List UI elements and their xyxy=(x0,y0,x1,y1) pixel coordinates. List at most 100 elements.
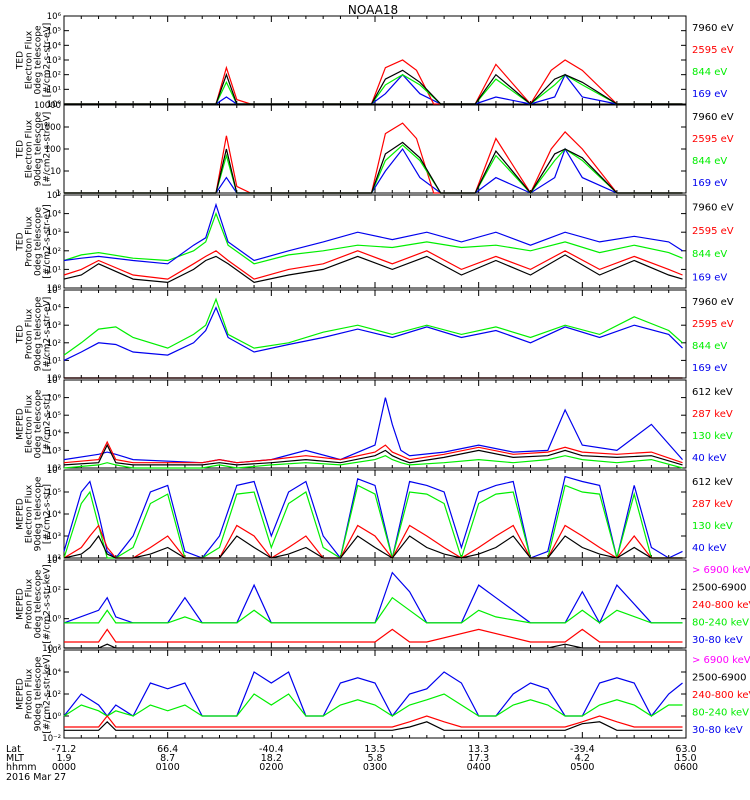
legend-entry: 2595 eV xyxy=(692,319,734,330)
footer-row-label: MLT xyxy=(6,753,24,764)
chart-footer: Lat -71.2 66.4 -40.4 13.5 13.3 -39.4 63.0 MLT 1.9… xyxy=(6,744,698,783)
y-axis-label: MEPEDElectron Flux0deg telescope[#/cm2-s… xyxy=(16,389,53,459)
y-tick-label: 10⁵ xyxy=(47,191,61,201)
y-tick-label: 10² xyxy=(47,71,61,81)
series-line-blue xyxy=(64,73,683,105)
legend-entry: 2500-6900 xyxy=(692,582,747,593)
panel-frame xyxy=(63,469,687,559)
series-line-red xyxy=(64,59,683,106)
y-tick-label: 10² xyxy=(47,339,61,349)
y-tick-label: 10³ xyxy=(47,321,61,331)
footer-value: 15.0 xyxy=(675,753,696,764)
footer-value: 0600 xyxy=(674,762,698,773)
legend-entry: 80-240 keV xyxy=(692,618,749,629)
y-axis-label-line: [#/cm2-s-str-eV] xyxy=(43,112,53,187)
legend-entry: 844 eV xyxy=(692,341,727,352)
y-axis-label-line: Electron Flux xyxy=(25,394,35,453)
y-axis-label: MEPEDProton Flux90deg telescope[#/cm2-s-… xyxy=(16,654,53,733)
y-axis-label-line: [#/cm2-s-str] xyxy=(43,394,53,454)
legend-entry: 169 eV xyxy=(692,272,727,283)
y-axis-label-line: 0deg telescope xyxy=(34,389,44,459)
legend-entry: > 6900 keV xyxy=(692,565,750,576)
series-line-black xyxy=(64,720,683,731)
legend-entry: 612 keV xyxy=(692,477,733,488)
y-tick-label: 10³ xyxy=(47,228,61,238)
legend-entry: 7960 eV xyxy=(692,297,734,308)
y-axis-label-line: [#/cm2-s-str-eV] xyxy=(43,23,53,98)
y-tick-label: 10⁴ xyxy=(47,304,62,314)
footer-value: 0000 xyxy=(52,762,76,773)
y-tick-label: 10⁴ xyxy=(47,429,62,439)
footer-value: -71.2 xyxy=(52,744,77,755)
series-line-green xyxy=(64,144,683,194)
series-line-blue xyxy=(63,306,683,361)
panel-frame xyxy=(63,379,687,469)
y-axis-label-line: MEPED xyxy=(16,678,26,710)
y-tick-label: 10⁷ xyxy=(47,376,62,386)
chart-title: NOAA18 xyxy=(348,3,398,17)
legend-entry: 612 keV xyxy=(692,387,733,398)
series-line-red xyxy=(63,524,683,560)
footer-value: 18.2 xyxy=(261,753,282,764)
legend-entry: 130 keV xyxy=(692,431,733,442)
footer-value: 63.0 xyxy=(675,744,696,755)
y-axis-label: TEDElectron Flux90deg telescope[#/cm2-s-… xyxy=(16,111,53,186)
y-tick-label: 10¹ xyxy=(47,85,61,95)
y-tick-label: 10¹ xyxy=(47,356,61,366)
series-line-black xyxy=(64,141,683,195)
series-line-green xyxy=(63,297,683,356)
y-tick-label: 10⁶ xyxy=(47,466,62,476)
legend-entry: 287 keV xyxy=(692,499,733,510)
y-axis-label-line: MEPED xyxy=(16,498,26,530)
footer-value: -39.4 xyxy=(570,744,595,755)
legend-entry: 2595 eV xyxy=(692,226,734,237)
y-tick-label: 10⁶ xyxy=(47,12,62,22)
y-tick-label: 10⁴ xyxy=(47,668,62,678)
footer-value: 13.3 xyxy=(468,744,489,755)
series-line-green xyxy=(63,484,683,561)
y-tick-label: 10⁵ xyxy=(47,488,61,498)
legend-entry: 240-800 keV xyxy=(692,690,750,701)
y-axis-label-line: 90deg telescope xyxy=(34,656,44,731)
legend-entry: 7960 eV xyxy=(692,203,734,214)
footer-row-label: Lat xyxy=(6,744,21,755)
series-line-black xyxy=(64,643,683,649)
legend-entry: 287 keV xyxy=(692,409,733,420)
y-axis-label-line: [#/cm2-s-str-eV] xyxy=(43,297,53,372)
y-tick-label: 10⁰ xyxy=(47,712,62,722)
legend-entry: 7960 eV xyxy=(692,23,734,34)
legend-entry: 130 keV xyxy=(692,521,733,532)
legend-entry: 240-800 keV xyxy=(692,600,750,611)
y-tick-label: 10⁵ xyxy=(47,27,61,37)
y-axis-label-line: [#/cm2-s-str] xyxy=(43,484,53,544)
legend-entry: 2595 eV xyxy=(692,45,734,56)
y-axis-label: MEPEDProton Flux0deg telescope[#/cm2-s-s… xyxy=(16,564,53,643)
y-tick-label: 10¹ xyxy=(47,265,61,275)
y-axis-label-line: MEPED xyxy=(16,588,26,620)
y-axis-label-line: Electron Flux xyxy=(25,119,35,178)
y-tick-label: 10⁶ xyxy=(47,394,62,404)
legend-entry: 169 eV xyxy=(692,178,727,189)
y-axis-label-line: MEPED xyxy=(16,408,26,440)
footer-value: 0300 xyxy=(363,762,387,773)
legend-entry: 40 keV xyxy=(692,453,726,464)
series-line-black xyxy=(63,534,683,559)
legend-entry: 844 eV xyxy=(692,67,727,78)
y-axis-label-line: TED xyxy=(16,140,26,159)
y-axis-label-line: [#/cm2-s-str-keV] xyxy=(43,654,53,733)
y-axis-label-line: Proton Flux xyxy=(25,668,35,719)
y-tick-label: 10² xyxy=(47,554,61,564)
legend-entry: 30-80 keV xyxy=(692,725,743,736)
y-tick-label: 10³ xyxy=(47,56,61,66)
series-line-green xyxy=(63,693,683,717)
y-tick-label: 10⁰ xyxy=(47,615,62,625)
y-tick-label: 10⁶ xyxy=(47,646,62,656)
series-line-red xyxy=(63,250,683,280)
footer-value: 1.9 xyxy=(56,753,71,764)
y-tick-label: 10⁴ xyxy=(47,510,62,520)
series-line-red xyxy=(63,440,683,464)
